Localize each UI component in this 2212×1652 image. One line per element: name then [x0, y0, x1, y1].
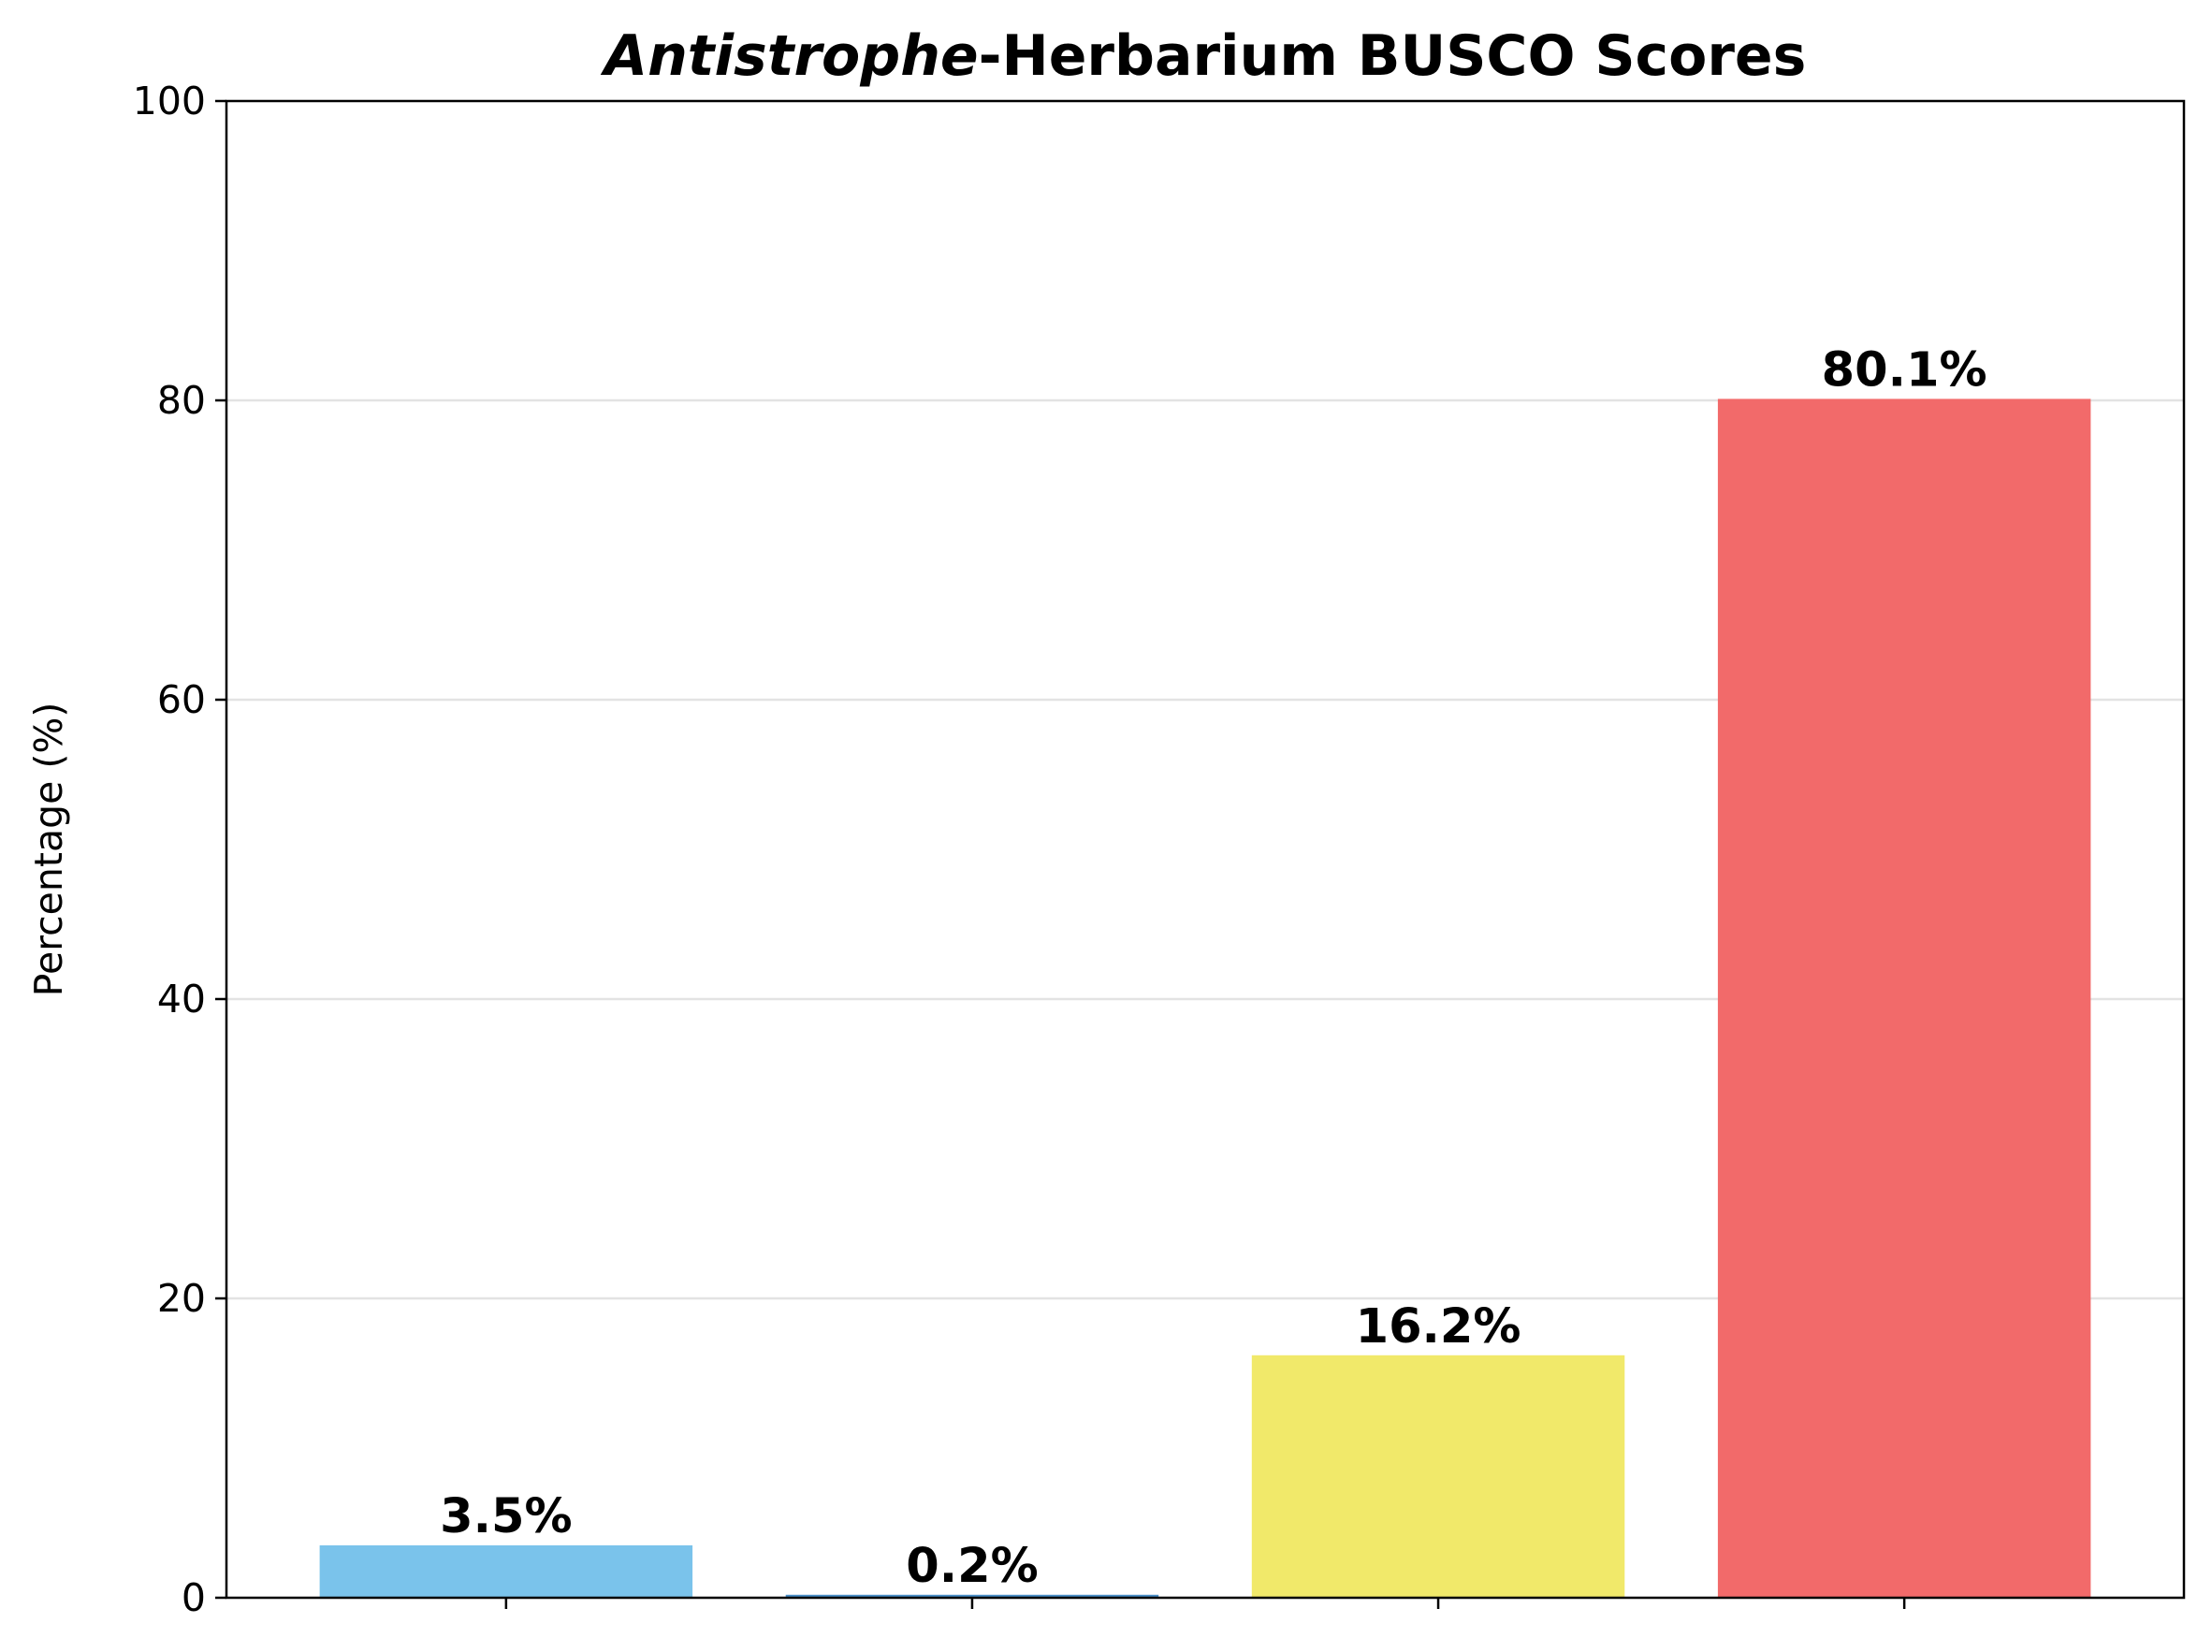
- bar-value-label: 16.2%: [1356, 1299, 1521, 1355]
- chart-title: Antistrophe-Herbarium BUSCO Scores: [601, 23, 1807, 89]
- bar-value-label: 3.5%: [440, 1489, 572, 1544]
- bar: [319, 1545, 693, 1598]
- bar-value-label: 80.1%: [1822, 342, 1987, 398]
- axes: 0 20 40 60 80 100: [133, 79, 2186, 1620]
- y-tick-label: 20: [157, 1276, 206, 1321]
- y-tick-label: 80: [157, 378, 206, 423]
- chart-title-rest: -Herbarium BUSCO Scores: [979, 23, 1807, 89]
- bar: [1717, 399, 2091, 1598]
- chart-title-italic: Antistrophe: [601, 23, 979, 89]
- data-labels: 3.5% 0.2% 16.2% 80.1%: [440, 342, 1986, 1593]
- bars: [319, 399, 2091, 1598]
- axes-frame: [225, 99, 2186, 1600]
- bar-value-label: 0.2%: [906, 1539, 1038, 1594]
- y-tick-label: 0: [182, 1575, 206, 1620]
- y-tick-label: 40: [157, 977, 206, 1022]
- y-tick-label: 100: [133, 79, 206, 123]
- bar: [785, 1594, 1159, 1598]
- y-tick-label: 60: [157, 677, 206, 722]
- bar: [1251, 1355, 1625, 1598]
- y-axis-label: Percentage (%): [26, 703, 71, 997]
